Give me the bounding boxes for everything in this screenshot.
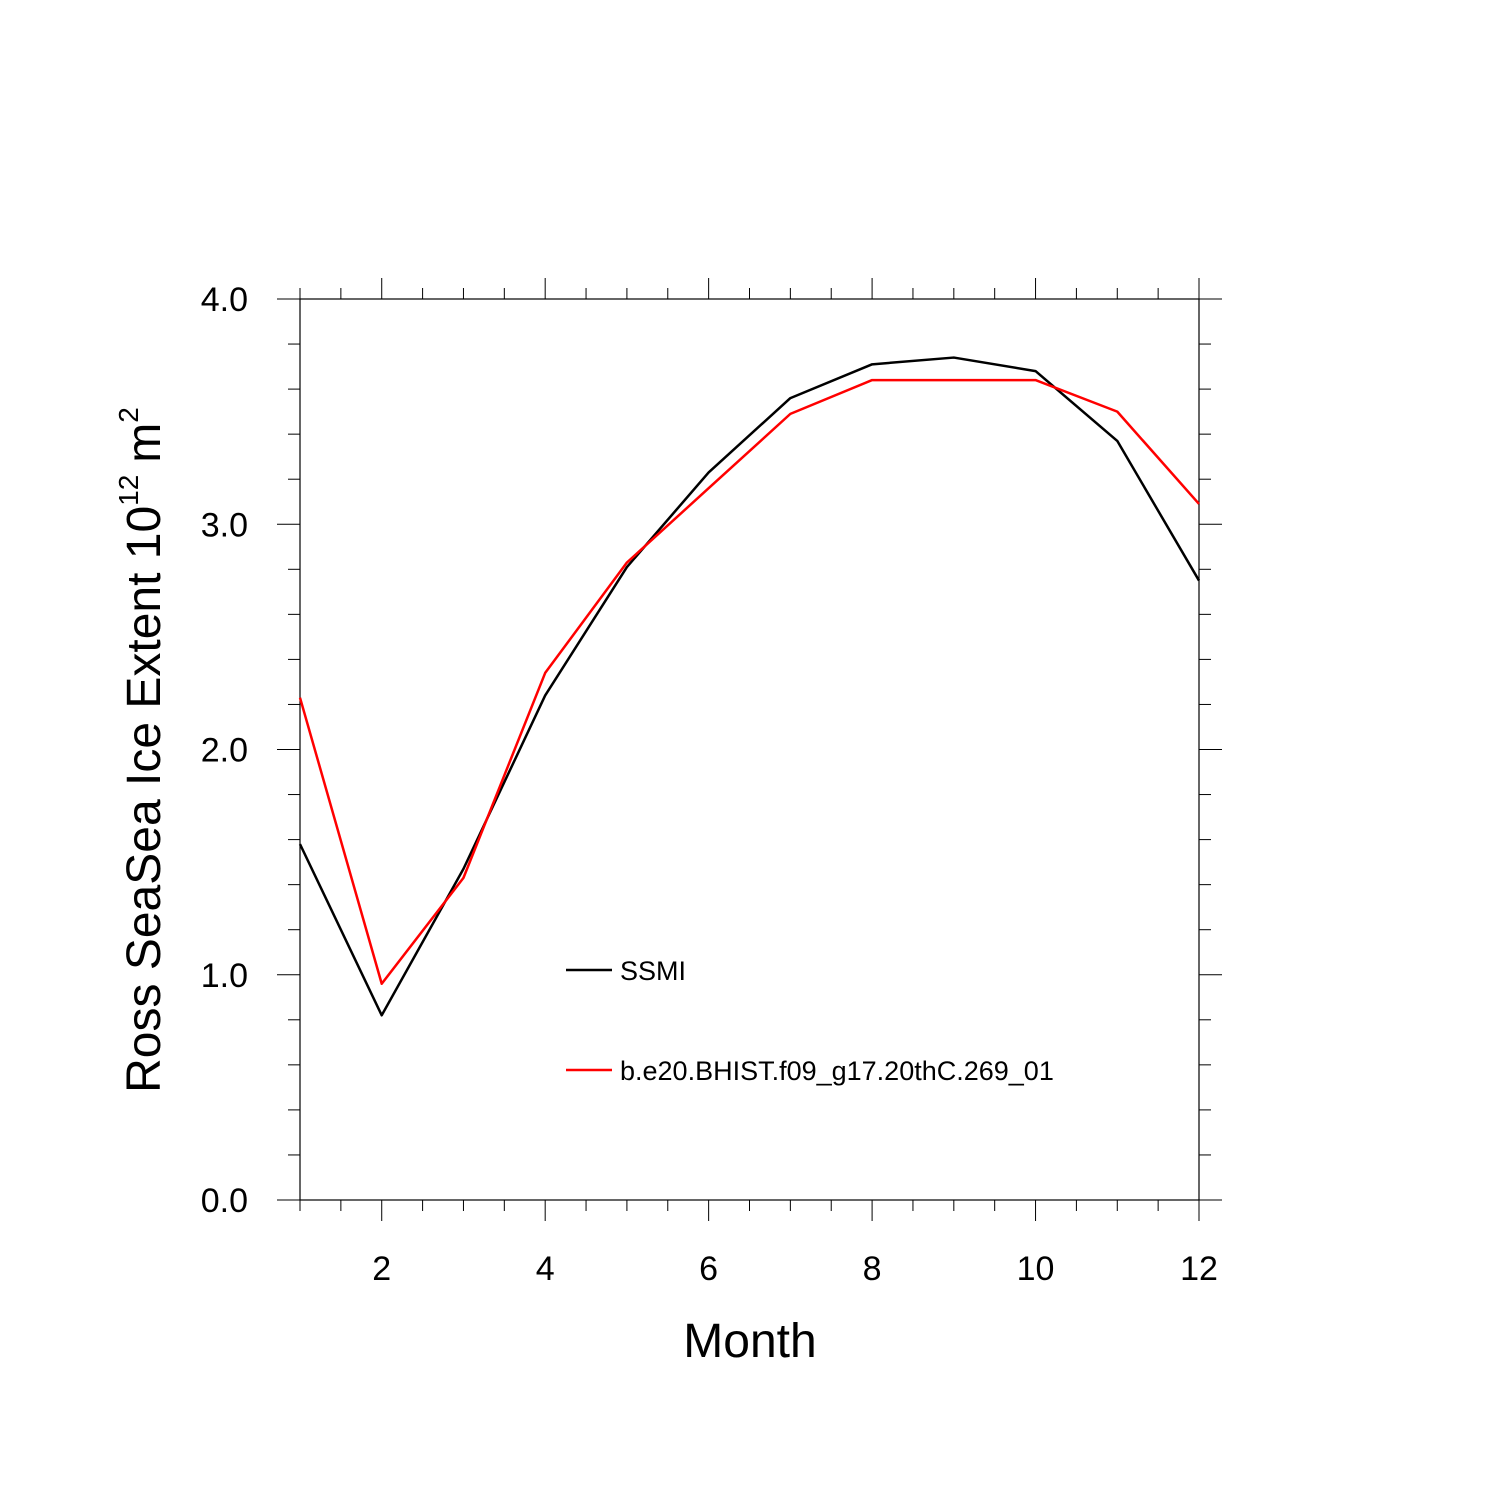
x-tick-label: 6 [699,1250,718,1288]
legend-label: b.e20.BHIST.f09_g17.20thC.269_01 [620,1056,1054,1086]
y-tick-label: 3.0 [201,506,248,544]
y-tick-label: 4.0 [201,281,248,319]
y-label-exp: 12 [113,475,144,506]
x-tick-label: 10 [1017,1250,1055,1288]
x-tick-label: 2 [372,1250,391,1288]
x-tick-label: 4 [536,1250,555,1288]
x-tick-label: 8 [863,1250,882,1288]
y-label-unit-exp: 2 [113,407,144,423]
y-tick-label: 2.0 [201,732,248,770]
y-label-main: Ross SeaSea Ice Extent 10 [118,506,171,1093]
y-axis-label: Ross SeaSea Ice Extent 1012 m2 [113,407,171,1093]
x-tick-label: 12 [1180,1250,1218,1288]
y-tick-label: 1.0 [201,957,248,995]
series-line [298,356,1201,1017]
y-label-unit: m [118,423,171,463]
x-axis-label: Month [683,1315,816,1368]
legend-label: SSMI [620,956,686,986]
y-tick-label: 0.0 [201,1182,248,1220]
series-line [298,378,1200,986]
